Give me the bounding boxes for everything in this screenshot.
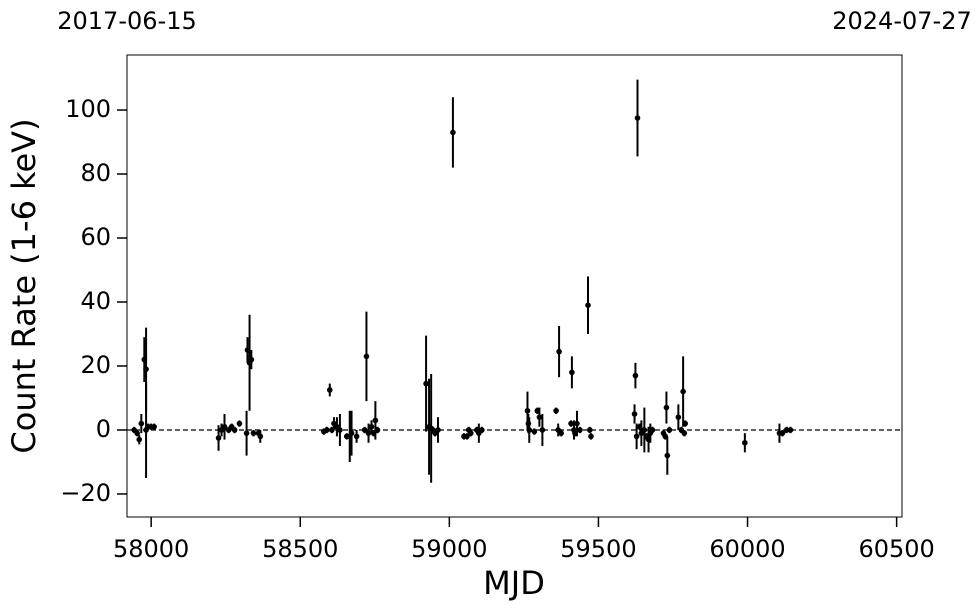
y-axis-label: Count Rate (1-6 keV) bbox=[5, 118, 43, 453]
data-point bbox=[633, 433, 640, 440]
x-tick-label: 59000 bbox=[411, 535, 487, 563]
y-tick-label: 60 bbox=[80, 223, 111, 251]
data-point bbox=[585, 302, 591, 308]
data-point bbox=[680, 388, 686, 395]
y-tick-label: 0 bbox=[96, 415, 111, 443]
y-tick-label: 40 bbox=[80, 287, 111, 315]
x-tick-label: 60500 bbox=[858, 535, 934, 563]
data-point bbox=[323, 427, 330, 433]
data-point bbox=[649, 427, 656, 433]
data-point bbox=[450, 129, 456, 136]
data-point bbox=[556, 348, 562, 355]
data-point bbox=[681, 430, 688, 436]
data-point bbox=[326, 387, 333, 393]
top-date-label: 2024-07-27 bbox=[832, 7, 971, 35]
data-point bbox=[553, 407, 559, 414]
data-point bbox=[577, 427, 583, 433]
y-tick-label: −20 bbox=[60, 479, 111, 507]
data-point bbox=[663, 404, 670, 411]
data-point bbox=[682, 420, 689, 427]
data-point bbox=[479, 427, 485, 433]
y-tick-label: 80 bbox=[80, 159, 111, 187]
data-point bbox=[221, 423, 228, 430]
data-point bbox=[588, 433, 594, 440]
data-point bbox=[423, 380, 429, 387]
data-point bbox=[631, 411, 638, 417]
data-point bbox=[531, 428, 538, 435]
data-point bbox=[134, 430, 140, 436]
data-point bbox=[574, 420, 580, 427]
data-point bbox=[641, 427, 648, 433]
data-point bbox=[143, 366, 149, 372]
data-point bbox=[787, 427, 794, 433]
data-point bbox=[568, 420, 574, 427]
data-point bbox=[363, 353, 370, 360]
data-point bbox=[666, 427, 673, 433]
data-point bbox=[664, 452, 671, 459]
data-point bbox=[368, 423, 375, 430]
data-point bbox=[250, 430, 257, 436]
data-point bbox=[348, 430, 355, 436]
data-point bbox=[524, 407, 531, 414]
data-point bbox=[464, 433, 470, 440]
data-point bbox=[468, 430, 474, 436]
data-point bbox=[675, 414, 682, 420]
data-point bbox=[337, 427, 343, 433]
data-point bbox=[243, 430, 250, 436]
data-point bbox=[539, 427, 546, 433]
data-point bbox=[236, 420, 243, 427]
data-point bbox=[779, 430, 786, 436]
data-point bbox=[536, 414, 543, 420]
data-point bbox=[526, 427, 533, 433]
top-date-label: 2017-06-15 bbox=[57, 7, 196, 35]
x-tick-label: 59500 bbox=[560, 535, 636, 563]
data-point bbox=[586, 427, 593, 433]
data-point bbox=[558, 430, 564, 436]
x-tick-label: 58000 bbox=[113, 535, 189, 563]
data-point bbox=[361, 427, 368, 433]
x-tick-label: 58500 bbox=[262, 535, 338, 563]
data-point bbox=[257, 433, 264, 440]
data-point bbox=[435, 427, 441, 433]
data-point bbox=[742, 439, 748, 446]
data-point bbox=[372, 417, 379, 424]
data-point bbox=[215, 435, 222, 441]
data-point bbox=[353, 433, 360, 440]
data-point bbox=[374, 427, 381, 433]
x-tick-label: 60000 bbox=[709, 535, 785, 563]
data-point bbox=[136, 436, 143, 443]
x-axis-label: MJD bbox=[483, 564, 545, 602]
data-point bbox=[569, 369, 575, 376]
data-point bbox=[248, 356, 255, 363]
data-point bbox=[138, 420, 145, 427]
data-point bbox=[783, 427, 790, 433]
y-tick-label: 20 bbox=[80, 351, 111, 379]
data-point bbox=[632, 372, 639, 379]
data-point bbox=[151, 423, 157, 430]
plot-frame bbox=[126, 54, 903, 518]
y-tick-label: 100 bbox=[65, 95, 111, 123]
data-point bbox=[365, 430, 372, 436]
data-point bbox=[231, 427, 238, 433]
data-point bbox=[634, 115, 641, 121]
